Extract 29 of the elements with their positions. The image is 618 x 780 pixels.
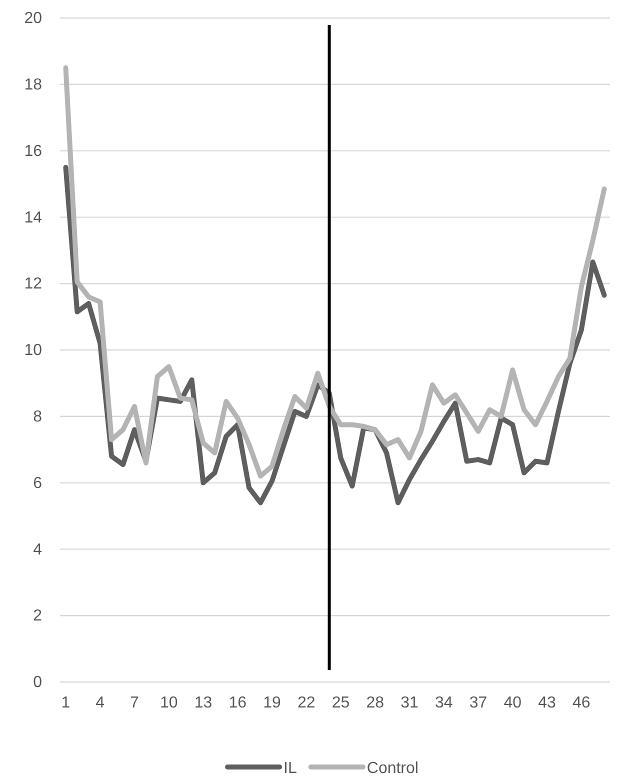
x-tick-label: 16 (228, 694, 247, 712)
x-tick-label: 4 (96, 694, 105, 712)
x-tick-label: 1 (61, 694, 70, 712)
x-tick-label: 34 (434, 694, 453, 712)
x-tick-label: 22 (297, 694, 316, 712)
x-tick-label: 46 (572, 694, 590, 712)
x-tick-label: 40 (504, 694, 522, 712)
y-tick-label: 10 (24, 342, 42, 360)
legend-label: IL (284, 760, 297, 777)
x-tick-label: 19 (263, 694, 281, 712)
x-tick-label: 10 (160, 694, 178, 712)
x-tick-label: 37 (469, 694, 488, 712)
y-tick-label: 6 (33, 474, 42, 492)
x-tick-label: 13 (194, 694, 212, 712)
y-tick-label: 20 (24, 10, 42, 28)
y-tick-label: 18 (24, 76, 42, 94)
x-tick-label: 31 (400, 694, 418, 712)
y-tick-label: 2 (33, 608, 42, 625)
x-tick-label: 28 (366, 694, 384, 712)
legend-label: Control (366, 760, 418, 777)
y-tick-label: 12 (24, 276, 42, 293)
x-tick-label: 43 (538, 694, 556, 712)
y-tick-label: 8 (33, 408, 42, 426)
y-tick-label: 14 (24, 209, 42, 226)
y-tick-label: 0 (33, 674, 42, 692)
x-tick-label: 25 (332, 694, 350, 712)
y-tick-label: 4 (33, 541, 42, 558)
x-tick-label: 7 (130, 694, 140, 712)
y-tick-label: 16 (24, 142, 42, 160)
